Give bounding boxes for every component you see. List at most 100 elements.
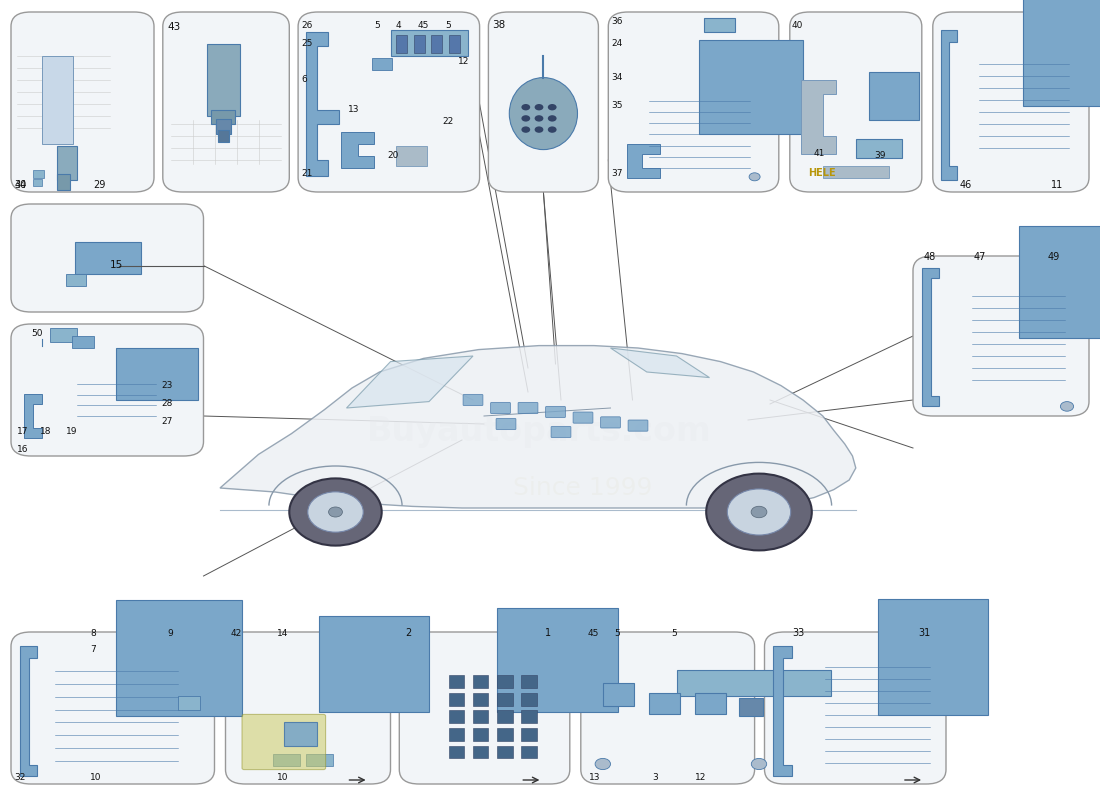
- Text: 36: 36: [612, 17, 623, 26]
- Circle shape: [548, 126, 557, 133]
- Polygon shape: [306, 32, 339, 176]
- Bar: [473, 746, 488, 758]
- Bar: [473, 675, 488, 688]
- Bar: [284, 722, 317, 746]
- Circle shape: [751, 506, 767, 518]
- Bar: [1023, 0, 1100, 106]
- Bar: [66, 274, 86, 286]
- Text: 13: 13: [348, 105, 359, 114]
- Text: 14: 14: [277, 630, 288, 638]
- Text: 27: 27: [162, 417, 173, 426]
- FancyBboxPatch shape: [764, 632, 946, 784]
- Text: 10: 10: [277, 774, 288, 782]
- Bar: [878, 599, 988, 715]
- Bar: [449, 710, 464, 723]
- Bar: [497, 710, 513, 723]
- Text: 43: 43: [167, 22, 180, 32]
- Bar: [178, 696, 200, 710]
- Bar: [497, 728, 513, 741]
- Text: 21: 21: [301, 169, 312, 178]
- Bar: [497, 693, 513, 706]
- Text: Buyautoparts.com: Buyautoparts.com: [366, 415, 712, 449]
- Text: 12: 12: [695, 774, 706, 782]
- FancyBboxPatch shape: [628, 420, 648, 431]
- Text: 47: 47: [974, 253, 986, 262]
- Text: HELE: HELE: [808, 168, 836, 178]
- Text: 45: 45: [418, 21, 429, 30]
- Text: 24: 24: [612, 39, 623, 48]
- Bar: [42, 56, 73, 144]
- Text: 4: 4: [396, 21, 402, 30]
- Polygon shape: [940, 30, 957, 180]
- Bar: [306, 754, 333, 766]
- Polygon shape: [346, 356, 473, 408]
- FancyBboxPatch shape: [496, 418, 516, 430]
- Bar: [676, 670, 830, 696]
- Bar: [497, 608, 618, 712]
- Bar: [116, 348, 198, 400]
- Text: 15: 15: [110, 261, 123, 270]
- Text: 5: 5: [446, 21, 451, 30]
- FancyBboxPatch shape: [790, 12, 922, 192]
- Bar: [273, 754, 300, 766]
- Text: 20: 20: [387, 151, 398, 160]
- Text: 22: 22: [442, 117, 453, 126]
- Bar: [216, 119, 231, 134]
- Text: 2: 2: [405, 629, 411, 638]
- Text: 39: 39: [874, 151, 886, 160]
- Polygon shape: [24, 394, 42, 438]
- Bar: [75, 242, 141, 274]
- Bar: [473, 710, 488, 723]
- Text: 9: 9: [167, 630, 173, 638]
- Bar: [414, 35, 425, 53]
- FancyBboxPatch shape: [518, 402, 538, 414]
- Text: 16: 16: [16, 445, 28, 454]
- Bar: [521, 746, 537, 758]
- Bar: [739, 698, 763, 716]
- Bar: [521, 675, 537, 688]
- Text: 5: 5: [671, 630, 676, 638]
- Bar: [473, 728, 488, 741]
- Circle shape: [535, 126, 543, 133]
- Polygon shape: [627, 144, 660, 178]
- Bar: [449, 35, 460, 53]
- Text: 5: 5: [374, 21, 379, 30]
- Polygon shape: [220, 346, 856, 508]
- Bar: [1019, 226, 1100, 338]
- Bar: [33, 179, 42, 186]
- Circle shape: [289, 478, 382, 546]
- Circle shape: [535, 104, 543, 110]
- FancyBboxPatch shape: [11, 204, 204, 312]
- Text: 40: 40: [792, 21, 803, 30]
- Bar: [431, 35, 442, 53]
- Bar: [319, 616, 429, 712]
- Circle shape: [329, 507, 342, 517]
- Bar: [521, 693, 537, 706]
- FancyBboxPatch shape: [399, 632, 570, 784]
- Circle shape: [308, 492, 363, 532]
- Text: 11: 11: [1050, 180, 1063, 190]
- FancyBboxPatch shape: [601, 417, 620, 428]
- FancyBboxPatch shape: [551, 426, 571, 438]
- Bar: [473, 693, 488, 706]
- Circle shape: [727, 489, 791, 535]
- Text: 46: 46: [959, 180, 971, 190]
- Bar: [33, 170, 44, 178]
- Text: 1: 1: [544, 629, 551, 638]
- Bar: [218, 130, 229, 142]
- Polygon shape: [922, 268, 939, 406]
- FancyBboxPatch shape: [608, 12, 779, 192]
- Circle shape: [535, 115, 543, 122]
- Bar: [856, 139, 902, 158]
- Text: 29: 29: [94, 180, 106, 190]
- Bar: [50, 328, 77, 342]
- Text: 8: 8: [90, 630, 96, 638]
- Text: 3: 3: [652, 774, 658, 782]
- Polygon shape: [341, 132, 374, 168]
- Text: 23: 23: [162, 382, 173, 390]
- FancyBboxPatch shape: [546, 406, 565, 418]
- Bar: [72, 336, 94, 348]
- Bar: [823, 166, 889, 178]
- Text: 35: 35: [612, 102, 623, 110]
- Polygon shape: [773, 646, 792, 776]
